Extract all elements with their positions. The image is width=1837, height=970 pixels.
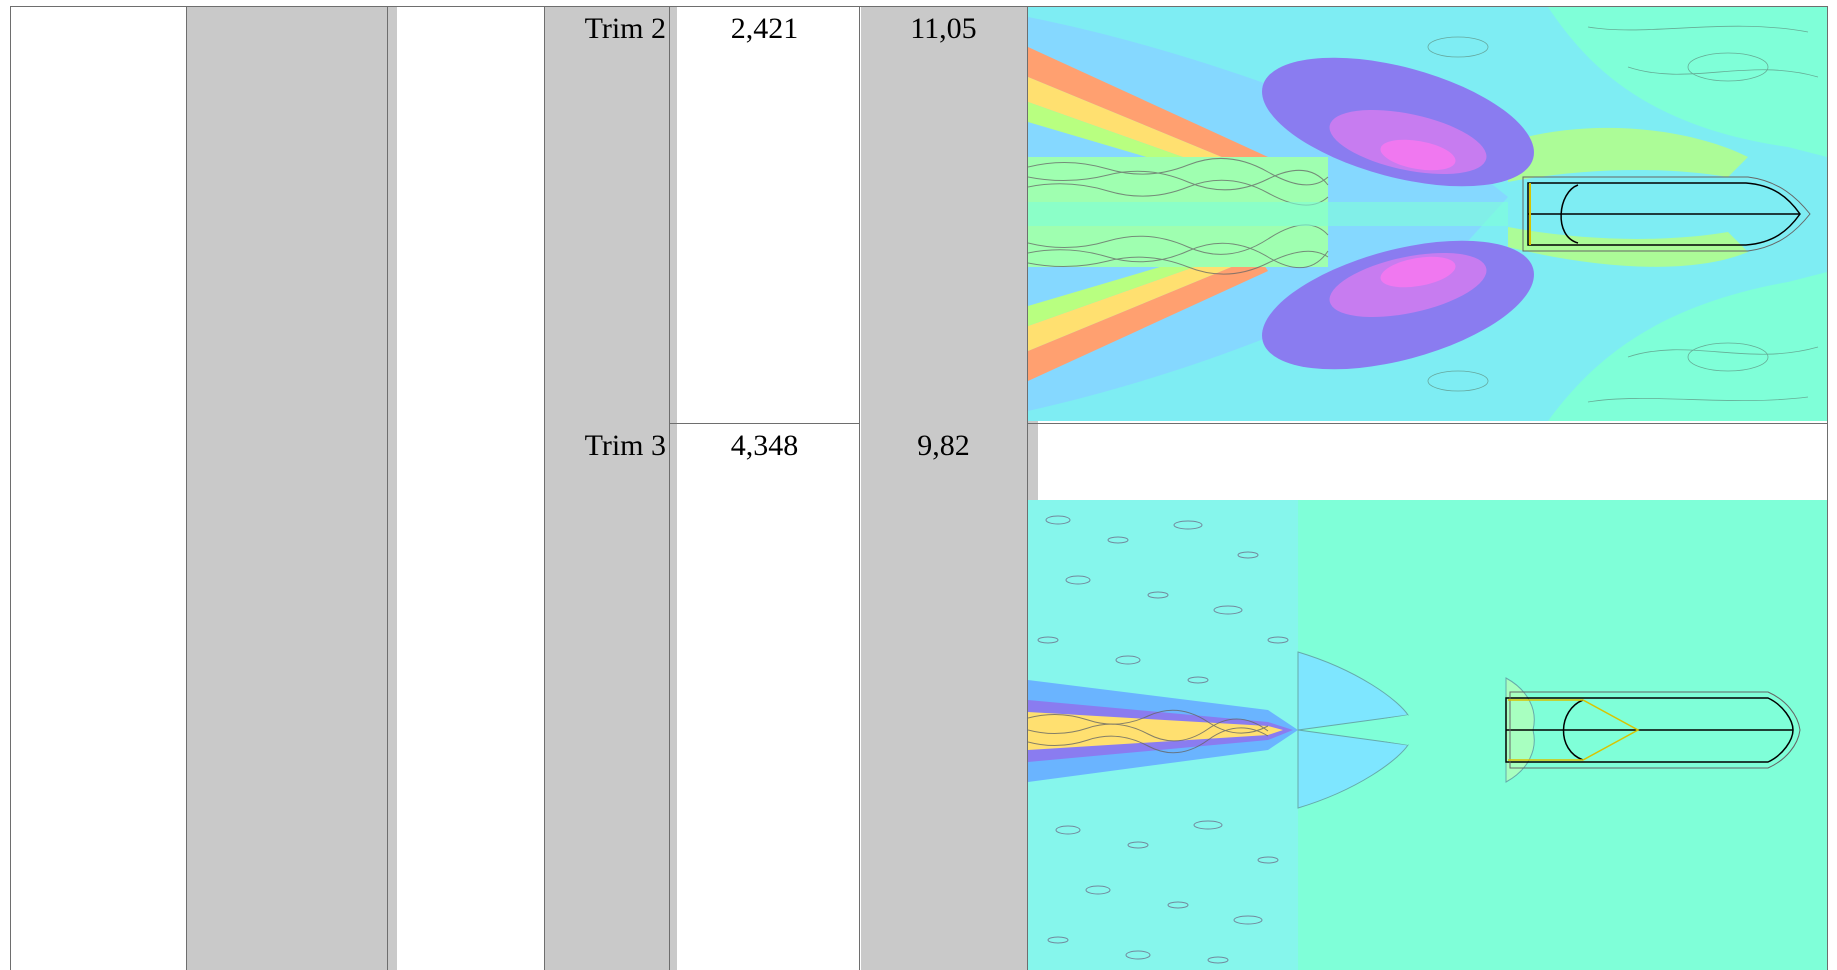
row-value-1: 4,348 (730, 429, 799, 462)
trim-3-wave-contour-image (1028, 500, 1827, 970)
trim-2-wave-contour-image (1028, 7, 1827, 421)
row-divider (1028, 423, 1828, 424)
column-divider (669, 6, 670, 970)
row-label: Trim 2 (584, 12, 666, 45)
row-value-2: 11,05 (910, 12, 977, 45)
table-border-top (10, 6, 1828, 7)
row-label: Trim 3 (584, 429, 666, 462)
shaded-column-2 (186, 6, 397, 970)
row-value-2: 9,82 (917, 429, 970, 462)
column-divider (186, 6, 187, 970)
column-divider (387, 6, 388, 970)
value2-column (861, 6, 1038, 970)
row-divider (669, 423, 860, 424)
label-column (544, 6, 677, 970)
column-divider (859, 6, 860, 970)
row-value-1: 2,421 (730, 12, 799, 45)
results-table: Trim 2 2,421 11,05 Trim 3 4,348 9,82 (10, 6, 1828, 970)
table-border-right (1827, 6, 1828, 970)
column-divider (1027, 6, 1028, 970)
table-border-left (10, 6, 11, 970)
column-divider (544, 6, 545, 970)
